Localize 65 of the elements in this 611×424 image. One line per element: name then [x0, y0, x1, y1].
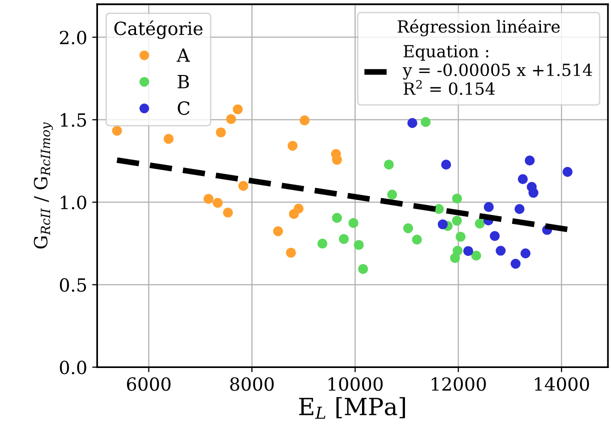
point [456, 232, 466, 242]
legend-label: B [178, 75, 189, 88]
point [232, 104, 243, 114]
point [403, 223, 414, 234]
point [452, 194, 462, 204]
point [384, 160, 394, 170]
y-tick-label: 1.0 [60, 196, 86, 210]
x-axis-title: E$_{L}$ [MPa] [299, 397, 405, 419]
point [288, 208, 299, 219]
point [338, 234, 349, 244]
point [524, 155, 535, 166]
point [216, 127, 226, 138]
point [434, 204, 444, 214]
y-tick-label: 2.0 [60, 30, 86, 44]
point [222, 208, 233, 218]
x-tick-label: 6000 [126, 377, 171, 391]
point [212, 198, 223, 208]
point [562, 166, 573, 177]
legend-label: Equation : y = -0.00005 x +1.514 R$^{2}$ = 0.154 [402, 45, 592, 95]
point [496, 246, 506, 256]
point [332, 212, 342, 223]
point [226, 114, 236, 124]
point [490, 231, 500, 242]
y-axis-title: G$_{RcII}$ / G$_{RcIImoy}$ [34, 122, 53, 249]
point [484, 202, 494, 212]
point [528, 188, 538, 198]
point [420, 117, 431, 128]
y-tick-label: 0.5 [60, 278, 86, 292]
point [471, 250, 482, 261]
point [288, 140, 298, 151]
point [441, 160, 452, 170]
y-tick-label: 0.0 [60, 360, 86, 374]
point [407, 118, 418, 128]
x-tick-label: 14000 [534, 377, 590, 391]
y-tick-label: 1.5 [60, 113, 86, 127]
point [348, 218, 358, 228]
point [412, 234, 422, 245]
point [112, 126, 122, 136]
point [518, 174, 528, 184]
x-tick-label: 8000 [230, 377, 274, 391]
text: Régression linéaire [398, 19, 560, 36]
point [317, 238, 328, 249]
point [438, 219, 448, 230]
point [452, 216, 462, 226]
legend-label: A [176, 48, 190, 62]
point [358, 264, 368, 274]
point [354, 240, 364, 250]
legend-label: C [178, 101, 190, 115]
point [273, 226, 284, 236]
point [164, 134, 174, 144]
point [510, 258, 521, 269]
point [300, 115, 310, 126]
point [332, 154, 342, 165]
point [474, 218, 485, 229]
point [204, 194, 214, 204]
x-tick-label: 12000 [432, 377, 486, 391]
x-tick-label: 10000 [328, 377, 383, 391]
point [286, 248, 296, 258]
point [238, 180, 248, 191]
point [463, 246, 474, 256]
point [450, 252, 460, 263]
text: Catégorie [114, 20, 203, 39]
point [520, 248, 530, 258]
point [387, 190, 398, 200]
point [514, 204, 524, 214]
